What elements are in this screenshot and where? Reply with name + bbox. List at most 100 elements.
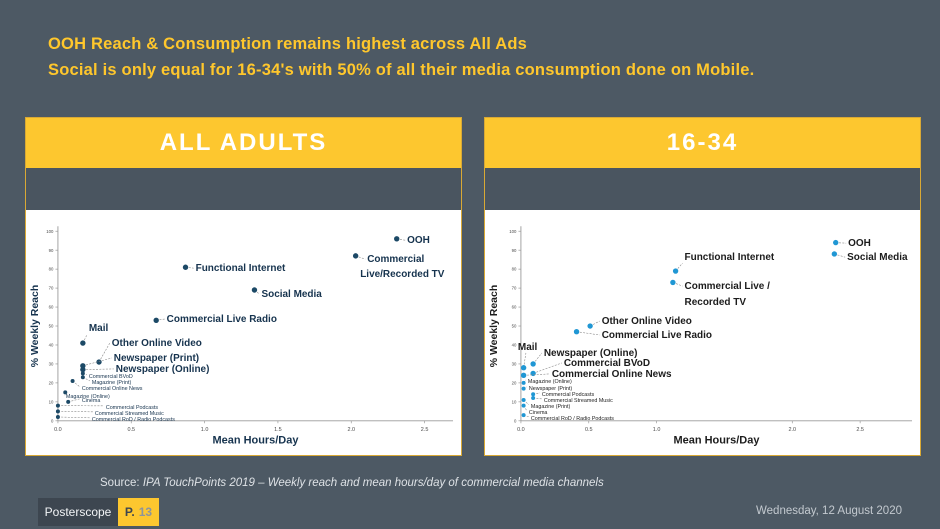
data-point — [55, 415, 60, 420]
y-tick-label: 20 — [512, 380, 517, 385]
data-point — [80, 366, 86, 373]
scatter-plot-all-adults: 0 10 20 30 40 50 60 70 80 90 100 0.0 0.5 1.0 1.5 2.0 2.5… — [30, 226, 454, 447]
x-tick-label: 2.0 — [347, 427, 355, 433]
point-label: Newspaper (Print) — [114, 353, 199, 364]
y-tick-label: 50 — [49, 324, 54, 329]
leader-line — [68, 398, 80, 403]
y-tick-label: 80 — [512, 267, 517, 272]
point-label: Commercial BVoD — [89, 374, 133, 380]
point-label: Live/Recorded TV — [360, 269, 445, 280]
data-point — [587, 323, 593, 329]
leader-line — [523, 373, 550, 376]
y-tick-label: 40 — [512, 343, 517, 348]
point-label: Newspaper (Online) — [116, 364, 210, 375]
y-tick-label: 90 — [49, 248, 54, 253]
data-point — [394, 236, 400, 242]
leader-line — [82, 357, 112, 367]
y-tick-label: 100 — [46, 229, 54, 234]
x-axis-title: Mean Hours/Day — [212, 435, 299, 447]
point-label: Mail — [518, 342, 538, 353]
panel-band-left — [26, 168, 461, 210]
y-tick-label: 70 — [512, 286, 517, 291]
point-label: Newspaper (Print) — [529, 386, 573, 392]
y-tick-label: 90 — [512, 248, 517, 253]
panel-all-adults: ALL ADULTS 0 10 20 30 40 50 60 70 80 90 100 0.0 0.5 1… — [25, 117, 462, 456]
y-tick-label: 0 — [514, 418, 517, 423]
y-tick-label: 80 — [49, 267, 54, 272]
point-label: Magazine (Print) — [92, 380, 132, 386]
panel-16-34: 16-34 0 10 20 30 40 50 60 70 80 90 100 0.0 0.5 1.0 2.0… — [484, 117, 921, 456]
x-tick-label: 1.5 — [274, 427, 282, 433]
data-point — [573, 329, 580, 335]
point-label: Cinema — [529, 410, 548, 416]
leader-line — [57, 416, 90, 419]
data-point — [70, 378, 75, 383]
point-label: Commercial Live Radio — [167, 314, 277, 325]
y-tick-label: 50 — [512, 324, 517, 329]
leader-line — [98, 342, 111, 363]
leader-line — [533, 362, 562, 374]
point-label: Magazine (Online) — [528, 379, 572, 385]
point-label: Magazine (Print) — [531, 404, 571, 410]
source-text: IPA TouchPoints 2019 – Weekly reach and … — [142, 477, 604, 489]
x-tick-label: 2.5 — [856, 427, 864, 433]
y-tick-label: 40 — [49, 343, 54, 348]
data-point — [672, 268, 679, 274]
point-label: Newspaper (Online) — [544, 348, 638, 359]
y-axis-title: % Weekly Reach — [30, 285, 41, 367]
x-tick-label: 1.0 — [653, 427, 661, 433]
point-label: Functional Internet — [685, 252, 775, 263]
x-tick-label: 0.0 — [54, 427, 62, 433]
point-label: Magazine (Online) — [66, 394, 110, 400]
point-label: Commercial RoD / Radio Podcasts — [531, 416, 614, 422]
data-point — [831, 251, 838, 257]
y-tick-label: 0 — [51, 418, 54, 423]
data-point — [520, 365, 527, 371]
point-label: Social Media — [847, 252, 908, 263]
data-point — [80, 371, 85, 376]
data-point — [80, 363, 86, 369]
x-tick-label: 0.5 — [127, 427, 135, 433]
data-point — [521, 413, 526, 418]
y-tick-label: 30 — [512, 362, 517, 367]
data-point — [96, 359, 102, 365]
point-label: Commercial Podcasts — [106, 405, 159, 411]
page-number-tab: P. 13 — [118, 498, 159, 526]
chart-all-adults: 0 10 20 30 40 50 60 70 80 90 100 0.0 0.5 1.0 1.5 2.0 2.5… — [26, 210, 461, 455]
x-tick-label: 2.0 — [788, 427, 796, 433]
point-label: Recorded TV — [685, 297, 747, 308]
y-tick-label: 10 — [49, 399, 54, 404]
data-point — [352, 253, 359, 259]
data-point — [833, 239, 839, 246]
point-label: OOH — [407, 235, 430, 246]
point-label: Mail — [89, 323, 109, 334]
data-point — [530, 361, 536, 367]
x-tick-label: 0.0 — [517, 427, 525, 433]
chart-16-34: 0 10 20 30 40 50 60 70 80 90 100 0.0 0.5 1.0 2.0 2.5 % W… — [485, 210, 920, 455]
point-label: Commercial Streamed Music — [95, 411, 164, 417]
point-label: Commercial Online News — [552, 369, 672, 380]
y-tick-label: 10 — [512, 399, 517, 404]
y-tick-label: 20 — [49, 380, 54, 385]
scatter-plot-16-34: 0 10 20 30 40 50 60 70 80 90 100 0.0 0.5 1.0 2.0 2.5 % W… — [489, 226, 913, 447]
x-tick-label: 1.0 — [201, 427, 209, 433]
data-point — [521, 380, 526, 385]
page-number: 13 — [138, 505, 153, 519]
y-tick-label: 70 — [49, 286, 54, 291]
point-label: Functional Internet — [196, 263, 286, 274]
brand-tab: Posterscope — [38, 498, 118, 526]
data-point — [55, 409, 60, 414]
data-point — [521, 386, 526, 391]
title-line-2: Social is only equal for 16-34's with 50… — [48, 61, 755, 79]
data-point — [531, 396, 536, 401]
title-line-1: OOH Reach & Consumption remains highest … — [48, 35, 528, 53]
x-tick-label: 2.5 — [421, 427, 429, 433]
leader-line — [82, 368, 114, 370]
data-point — [153, 317, 159, 324]
y-tick-label: 100 — [509, 229, 517, 234]
point-label: Commercial Live Radio — [602, 330, 712, 341]
data-point — [531, 392, 536, 397]
slide-title: OOH Reach & Consumption remains highest … — [48, 31, 754, 83]
data-point — [63, 390, 68, 395]
y-tick-label: 60 — [512, 305, 517, 310]
